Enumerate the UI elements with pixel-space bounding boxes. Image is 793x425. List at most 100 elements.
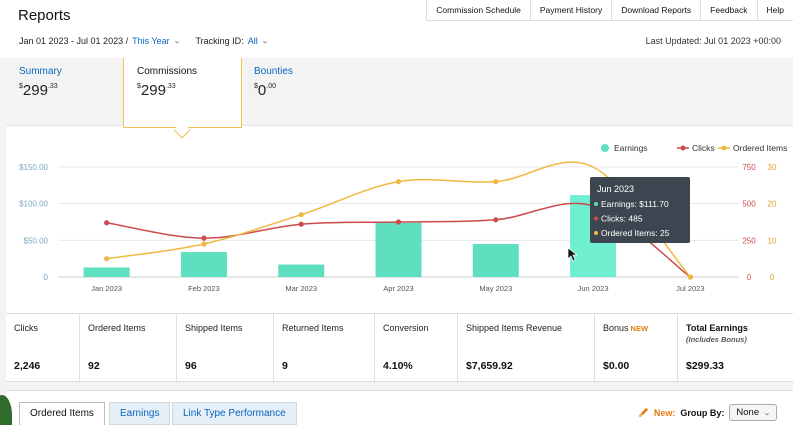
tab-summary[interactable]: Summary $299.33: [19, 58, 62, 125]
y-right-clicks-tick-label: 750: [742, 163, 756, 172]
earnings-bar: [375, 222, 422, 277]
tooltip-title: Jun 2023: [597, 184, 634, 194]
earnings-bar: [278, 264, 325, 277]
group-by-select[interactable]: None ⌄: [729, 404, 777, 421]
payment-history-link[interactable]: Payment History: [531, 0, 613, 20]
page-title: Reports: [18, 7, 71, 24]
tab-summary-label[interactable]: Summary: [19, 66, 62, 77]
tooltip-marker: [594, 216, 598, 221]
earnings-chart-panel: 0 $50.00 $100.00 $150.00 0 250 500 750 0 10 20 30 Ja…: [6, 125, 793, 313]
y-left-tick-label: $50.00: [24, 236, 49, 245]
y-right-items-tick-label: 20: [768, 200, 777, 209]
ordered-items-point: [104, 256, 110, 262]
y-left-tick-label: $150.00: [19, 163, 48, 172]
legend-marker-dot: [680, 145, 686, 151]
stat-shipped-revenue: Shipped Items Revenue $7,659.92: [458, 314, 595, 383]
stats-panel: Clicks 2,246 Ordered Items 92 Shipped It…: [6, 313, 793, 383]
legend-label: Ordered Items: [733, 143, 787, 153]
earnings-bar: [180, 252, 227, 277]
y-right-clicks-tick-label: 0: [747, 273, 752, 282]
summary-amount: $299.33: [19, 82, 58, 99]
ordered-items-point: [687, 274, 693, 280]
stat-ordered-items: Ordered Items 92: [80, 314, 177, 383]
chevron-down-icon: ⌄: [763, 409, 771, 417]
commissions-amount: $299.33: [137, 82, 176, 99]
x-tick-label: Feb 2023: [188, 284, 220, 293]
mouse-cursor-icon: [567, 247, 579, 262]
last-updated-text: Last Updated: Jul 01 2023 +00:00: [645, 36, 781, 46]
y-right-items-tick-label: 0: [770, 273, 775, 282]
stat-value: 9: [282, 360, 288, 372]
stat-conversion: Conversion 4.10%: [375, 314, 458, 383]
clicks-point: [201, 235, 207, 241]
commission-schedule-link[interactable]: Commission Schedule: [427, 0, 531, 20]
chevron-down-icon[interactable]: ⌄: [260, 38, 269, 45]
tab-earnings[interactable]: Earnings: [109, 402, 171, 425]
tracking-id-selector[interactable]: All: [247, 36, 258, 46]
tab-commissions[interactable]: Commissions $299.33: [123, 58, 242, 128]
stat-value: $7,659.92: [466, 360, 513, 372]
top-nav: Commission Schedule Payment History Down…: [426, 0, 793, 21]
legend-marker-dot: [721, 145, 727, 151]
stat-label: Clicks: [14, 323, 38, 333]
stat-value: 96: [185, 360, 197, 372]
x-tick-label: Jul 2023: [676, 284, 704, 293]
group-by-control: New: Group By: None ⌄: [638, 404, 777, 421]
stat-label: Shipped Items Revenue: [466, 323, 563, 333]
stat-value: 2,246: [14, 360, 41, 372]
stat-bonus: Bonus NEW $0.00: [595, 314, 678, 383]
clicks-point: [104, 220, 110, 226]
ordered-items-point: [201, 241, 207, 247]
x-tick-label: May 2023: [479, 284, 512, 293]
earnings-chart[interactable]: 0 $50.00 $100.00 $150.00 0 250 500 750 0 10 20 30 Ja…: [6, 126, 793, 314]
tooltip-line: Ordered Items: 25: [601, 228, 670, 238]
period-selector[interactable]: This Year: [132, 36, 170, 46]
tab-bounties[interactable]: Bounties $0.00: [254, 58, 293, 125]
help-link[interactable]: Help: [766, 5, 784, 15]
stat-clicks: Clicks 2,246: [6, 314, 80, 383]
stat-label: Bonus: [603, 323, 629, 333]
y-right-items-tick-label: 30: [768, 163, 777, 172]
feedback-link[interactable]: Feedback: [701, 0, 758, 20]
tab-commissions-label: Commissions: [137, 66, 198, 77]
filter-row: Jan 01 2023 - Jul 01 2023 / This Year ⌄ …: [19, 36, 268, 46]
stat-value: $299.33: [686, 360, 724, 372]
stat-value: $0.00: [603, 360, 630, 372]
chart-tooltip: [590, 177, 690, 243]
clicks-point: [298, 221, 304, 227]
date-range-text: Jan 01 2023 - Jul 01 2023 /: [19, 36, 129, 46]
tooltip-line: Clicks: 485: [601, 214, 643, 224]
tab-link-type-performance[interactable]: Link Type Performance: [172, 402, 297, 425]
stat-shipped-items: Shipped Items 96: [177, 314, 274, 383]
group-by-value: None: [736, 407, 760, 418]
y-right-clicks-tick-label: 250: [742, 236, 756, 245]
summary-tabs: Summary $299.33 Commissions $299.33 Boun…: [0, 58, 793, 128]
stat-sublabel: (Includes Bonus): [686, 335, 747, 344]
bounties-amount: $0.00: [254, 82, 276, 99]
stat-value: 92: [88, 360, 100, 372]
stat-label: Returned Items: [282, 323, 344, 333]
group-by-label: Group By:: [680, 407, 725, 418]
clicks-point: [395, 219, 402, 225]
x-tick-label: Jan 2023: [91, 284, 122, 293]
stat-label: Shipped Items: [185, 323, 243, 333]
stat-total-earnings: Total Earnings (Includes Bonus) $299.33: [678, 314, 793, 383]
y-right-clicks-tick-label: 500: [742, 200, 756, 209]
tab-ordered-items[interactable]: Ordered Items: [19, 402, 105, 425]
ordered-items-point: [395, 179, 402, 185]
x-tick-label: Jun 2023: [578, 284, 609, 293]
stat-label: Conversion: [383, 323, 429, 333]
new-badge: NEW: [630, 324, 649, 333]
tooltip-marker: [594, 231, 598, 235]
legend-earnings-marker: [601, 144, 609, 152]
earnings-bar: [83, 267, 130, 277]
tab-bounties-label[interactable]: Bounties: [254, 66, 293, 77]
tooltip-marker: [594, 202, 598, 206]
y-right-items-tick-label: 10: [768, 236, 777, 245]
x-tick-label: Mar 2023: [285, 284, 317, 293]
report-header: Reports Commission Schedule Payment Hist…: [0, 0, 793, 58]
x-tick-label: Apr 2023: [383, 284, 413, 293]
download-reports-link[interactable]: Download Reports: [612, 0, 702, 20]
legend-label: Earnings: [614, 143, 648, 153]
chevron-down-icon[interactable]: ⌄: [172, 38, 181, 45]
